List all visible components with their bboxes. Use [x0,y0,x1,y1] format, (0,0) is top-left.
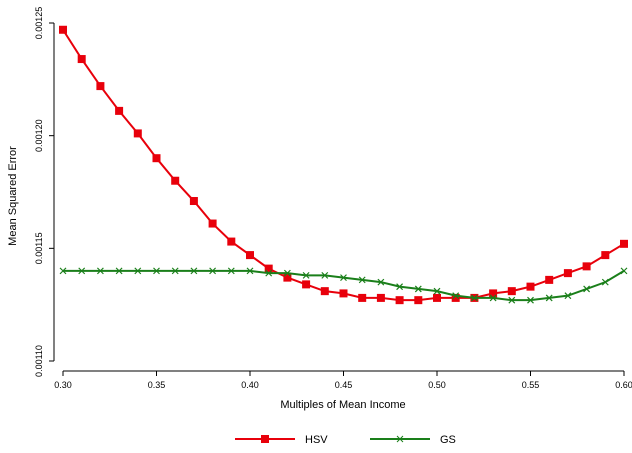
marker [489,289,498,298]
marker [451,293,460,302]
marker [171,176,180,185]
marker [171,267,179,275]
marker [545,275,554,284]
marker [302,280,311,289]
x-tick-label: 0.45 [335,380,353,390]
marker [227,267,235,275]
y-tick-label: 0.00120 [34,119,44,152]
marker [59,25,67,34]
marker [152,154,161,163]
marker [96,267,104,275]
marker [340,274,347,282]
legend-marker [396,435,404,443]
marker [620,239,628,248]
marker [358,293,367,302]
legend-label: GS [440,434,456,446]
marker [78,267,86,275]
marker [526,282,535,291]
marker [508,296,516,304]
y-tick-label: 0.00115 [34,232,44,264]
marker [563,269,572,278]
marker [489,294,497,302]
marker [246,251,254,260]
marker [190,267,198,275]
legend-marker [261,435,269,443]
marker [433,293,441,302]
x-tick-label: 0.30 [54,380,72,390]
marker [414,285,422,293]
series-line [62,29,625,302]
marker [283,273,292,282]
marker [96,82,105,91]
marker [153,267,160,275]
marker [620,267,628,275]
x-tick-label: 0.60 [615,380,632,390]
marker [582,262,591,271]
marker [377,278,385,286]
y-tick-label: 0.00125 [34,7,44,40]
y-tick-label: 0.00110 [34,345,44,377]
legend-label: HSV [305,434,328,446]
marker [320,287,329,296]
marker [208,219,217,228]
marker [527,296,534,304]
marker [583,285,591,293]
marker [358,276,366,284]
marker [601,251,610,260]
x-tick-label: 0.35 [148,380,166,390]
marker [227,237,236,246]
marker [246,267,254,275]
marker [59,267,67,275]
marker [545,294,553,302]
marker [395,296,404,305]
marker [115,267,123,275]
marker [265,269,273,277]
marker [209,267,217,275]
marker [507,287,516,296]
marker [396,283,404,291]
marker [414,296,423,305]
marker [601,278,609,286]
marker [283,269,291,277]
marker [189,197,198,206]
y-axis-label: Mean Squared Error [7,146,19,246]
marker [134,267,142,275]
marker [433,287,441,295]
marker [302,271,310,279]
marker [470,294,478,302]
marker [339,289,348,298]
marker [133,129,142,138]
marker [376,293,385,302]
marker [564,292,572,300]
x-tick-label: 0.40 [241,380,259,390]
marker [452,292,460,300]
marker [264,264,273,273]
x-tick-label: 0.50 [428,380,446,390]
x-tick-label: 0.55 [522,380,540,390]
marker [321,271,329,279]
marker [77,55,86,64]
x-axis-label: Multiples of Mean Income [280,399,405,411]
marker [115,106,124,115]
